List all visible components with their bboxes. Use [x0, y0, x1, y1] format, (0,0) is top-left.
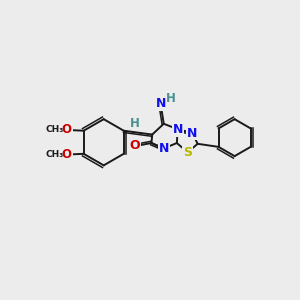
Text: N: N — [156, 97, 167, 110]
Text: N: N — [172, 123, 183, 136]
Text: N: N — [159, 142, 169, 155]
Text: H: H — [166, 92, 175, 105]
Text: O: O — [62, 123, 72, 136]
Text: CH₃: CH₃ — [45, 125, 64, 134]
Text: S: S — [183, 146, 192, 159]
Text: CH₃: CH₃ — [45, 150, 64, 159]
Text: O: O — [62, 148, 72, 161]
Text: O: O — [129, 139, 140, 152]
Text: H: H — [130, 117, 140, 130]
Text: N: N — [187, 127, 197, 140]
